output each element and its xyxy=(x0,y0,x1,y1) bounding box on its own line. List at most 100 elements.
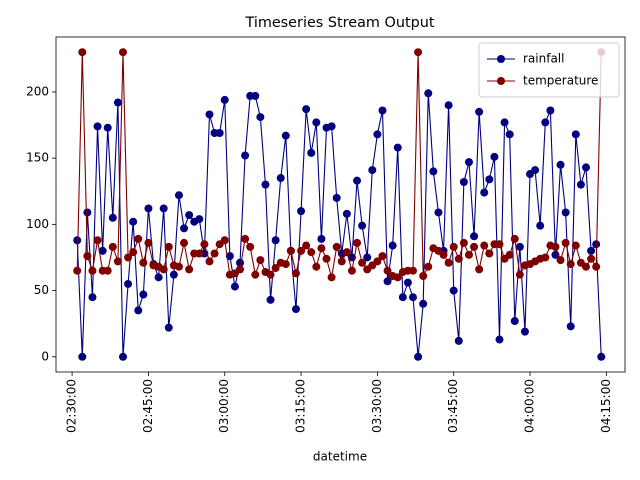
data-point xyxy=(454,254,463,263)
data-point xyxy=(134,234,143,243)
data-point xyxy=(561,238,570,247)
data-point xyxy=(327,273,336,282)
data-point xyxy=(103,123,112,132)
data-point xyxy=(581,163,590,172)
data-point xyxy=(444,101,453,110)
data-point xyxy=(78,352,87,361)
data-point xyxy=(480,241,489,250)
data-point xyxy=(500,118,509,127)
legend-box xyxy=(478,42,620,98)
data-point xyxy=(337,257,346,266)
data-point xyxy=(393,273,402,282)
data-point xyxy=(139,290,148,299)
data-point xyxy=(169,270,178,279)
data-point xyxy=(424,262,433,271)
data-point xyxy=(342,209,351,218)
data-point xyxy=(576,180,585,189)
x-tick-label: 04:15:00 xyxy=(599,379,613,433)
data-point xyxy=(510,234,519,243)
data-point xyxy=(459,177,468,186)
y-tick-label: 100 xyxy=(26,217,49,231)
data-point xyxy=(485,249,494,258)
data-point xyxy=(98,246,107,255)
data-point xyxy=(464,250,473,259)
data-point xyxy=(536,221,545,230)
data-point xyxy=(124,253,133,262)
data-point xyxy=(159,204,168,213)
data-point xyxy=(592,262,601,271)
data-point xyxy=(251,270,260,279)
x-axis-label: datetime xyxy=(313,450,367,464)
data-point xyxy=(195,249,204,258)
data-point xyxy=(419,299,428,308)
data-point xyxy=(200,240,209,249)
data-point xyxy=(556,256,565,265)
legend-marker xyxy=(497,77,505,85)
data-point xyxy=(541,253,550,262)
x-tick-label: 04:00:00 xyxy=(523,379,537,433)
data-point xyxy=(246,242,255,251)
data-point xyxy=(495,240,504,249)
data-point xyxy=(195,215,204,224)
data-point xyxy=(485,175,494,184)
data-point xyxy=(297,207,306,216)
data-point xyxy=(129,248,138,257)
data-point xyxy=(118,352,127,361)
data-point xyxy=(409,293,418,302)
data-point xyxy=(256,113,265,122)
data-point xyxy=(546,106,555,115)
data-point xyxy=(88,293,97,302)
data-point xyxy=(403,278,412,287)
data-point xyxy=(495,335,504,344)
data-point xyxy=(373,130,382,139)
data-point xyxy=(353,176,362,185)
data-point xyxy=(393,143,402,152)
data-point xyxy=(444,258,453,267)
data-point xyxy=(312,262,321,271)
data-point xyxy=(281,131,290,140)
data-point xyxy=(241,151,250,160)
data-point xyxy=(236,258,245,267)
data-point xyxy=(205,257,214,266)
data-point xyxy=(241,234,250,243)
data-point xyxy=(515,242,524,251)
data-point xyxy=(587,246,596,255)
data-point xyxy=(388,241,397,250)
data-point xyxy=(561,208,570,217)
data-point xyxy=(566,322,575,331)
data-point xyxy=(205,110,214,119)
data-point xyxy=(113,98,122,107)
data-point xyxy=(378,252,387,261)
data-point xyxy=(261,180,270,189)
data-point xyxy=(414,352,423,361)
x-tick-label: 02:30:00 xyxy=(65,379,79,433)
chart-title: Timeseries Stream Output xyxy=(244,15,434,31)
data-point xyxy=(480,188,489,197)
data-point xyxy=(464,158,473,167)
data-point xyxy=(93,122,102,131)
data-point xyxy=(358,221,367,230)
data-point xyxy=(470,242,479,251)
data-point xyxy=(159,265,168,274)
data-point xyxy=(307,248,316,257)
data-point xyxy=(230,282,239,291)
data-point xyxy=(108,242,117,251)
data-point xyxy=(164,323,173,332)
data-point xyxy=(556,160,565,169)
data-point xyxy=(353,238,362,247)
data-point xyxy=(73,266,82,275)
data-point xyxy=(185,265,194,274)
data-point xyxy=(144,238,153,247)
data-point xyxy=(271,264,280,273)
data-point xyxy=(215,128,224,137)
data-point xyxy=(286,246,295,255)
data-point xyxy=(347,266,356,275)
data-point xyxy=(342,248,351,257)
data-point xyxy=(83,208,92,217)
data-point xyxy=(93,236,102,245)
data-point xyxy=(505,250,514,259)
y-tick-label: 50 xyxy=(34,283,49,297)
data-point xyxy=(134,306,143,315)
data-point xyxy=(373,257,382,266)
